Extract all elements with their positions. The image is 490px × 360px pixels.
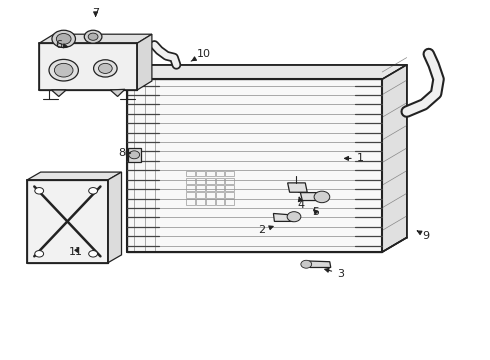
Circle shape xyxy=(35,251,44,257)
Polygon shape xyxy=(309,261,331,267)
Polygon shape xyxy=(110,89,125,96)
Bar xyxy=(186,199,195,205)
Bar xyxy=(216,199,224,205)
Bar xyxy=(196,199,205,205)
Circle shape xyxy=(301,260,312,268)
Bar xyxy=(186,192,195,198)
Text: 2: 2 xyxy=(259,225,273,235)
Bar xyxy=(206,178,215,184)
Bar xyxy=(206,171,215,176)
Bar xyxy=(186,171,195,176)
Text: 3: 3 xyxy=(325,269,344,279)
Text: 6: 6 xyxy=(55,40,68,50)
Bar xyxy=(206,185,215,191)
Circle shape xyxy=(89,188,98,194)
Bar xyxy=(206,192,215,198)
Text: 8: 8 xyxy=(118,148,131,158)
Polygon shape xyxy=(300,193,320,201)
Bar xyxy=(216,171,224,176)
Polygon shape xyxy=(108,172,122,263)
Bar xyxy=(196,185,205,191)
Text: 7: 7 xyxy=(92,8,99,18)
Polygon shape xyxy=(127,65,407,79)
Polygon shape xyxy=(382,65,407,252)
Polygon shape xyxy=(39,43,137,90)
Bar xyxy=(225,171,234,176)
Bar xyxy=(216,178,224,184)
Circle shape xyxy=(98,63,112,73)
Text: 10: 10 xyxy=(191,49,210,61)
Text: 1: 1 xyxy=(344,153,364,163)
Bar xyxy=(216,185,224,191)
Polygon shape xyxy=(128,148,141,162)
Bar xyxy=(206,199,215,205)
Bar xyxy=(216,192,224,198)
Text: 9: 9 xyxy=(417,231,430,241)
Polygon shape xyxy=(127,79,382,252)
Bar xyxy=(225,199,234,205)
Bar xyxy=(196,192,205,198)
Circle shape xyxy=(88,33,98,40)
Bar xyxy=(225,185,234,191)
Polygon shape xyxy=(137,34,152,90)
Polygon shape xyxy=(27,172,122,180)
Text: 5: 5 xyxy=(313,207,319,217)
Circle shape xyxy=(129,151,140,159)
Polygon shape xyxy=(39,34,152,43)
Text: 11: 11 xyxy=(69,247,83,257)
Bar xyxy=(186,178,195,184)
Bar xyxy=(196,171,205,176)
Circle shape xyxy=(89,251,98,257)
Polygon shape xyxy=(273,213,293,221)
Circle shape xyxy=(54,63,73,77)
Bar xyxy=(225,178,234,184)
Polygon shape xyxy=(288,183,307,192)
Circle shape xyxy=(35,188,44,194)
Polygon shape xyxy=(51,90,66,96)
Circle shape xyxy=(94,60,117,77)
Bar xyxy=(225,192,234,198)
Circle shape xyxy=(49,59,78,81)
Circle shape xyxy=(52,30,75,48)
Polygon shape xyxy=(27,180,108,263)
Bar xyxy=(196,178,205,184)
Circle shape xyxy=(56,33,71,44)
Circle shape xyxy=(287,212,301,222)
Circle shape xyxy=(84,30,102,43)
Bar xyxy=(186,185,195,191)
Circle shape xyxy=(314,191,330,203)
Text: 4: 4 xyxy=(298,197,305,210)
